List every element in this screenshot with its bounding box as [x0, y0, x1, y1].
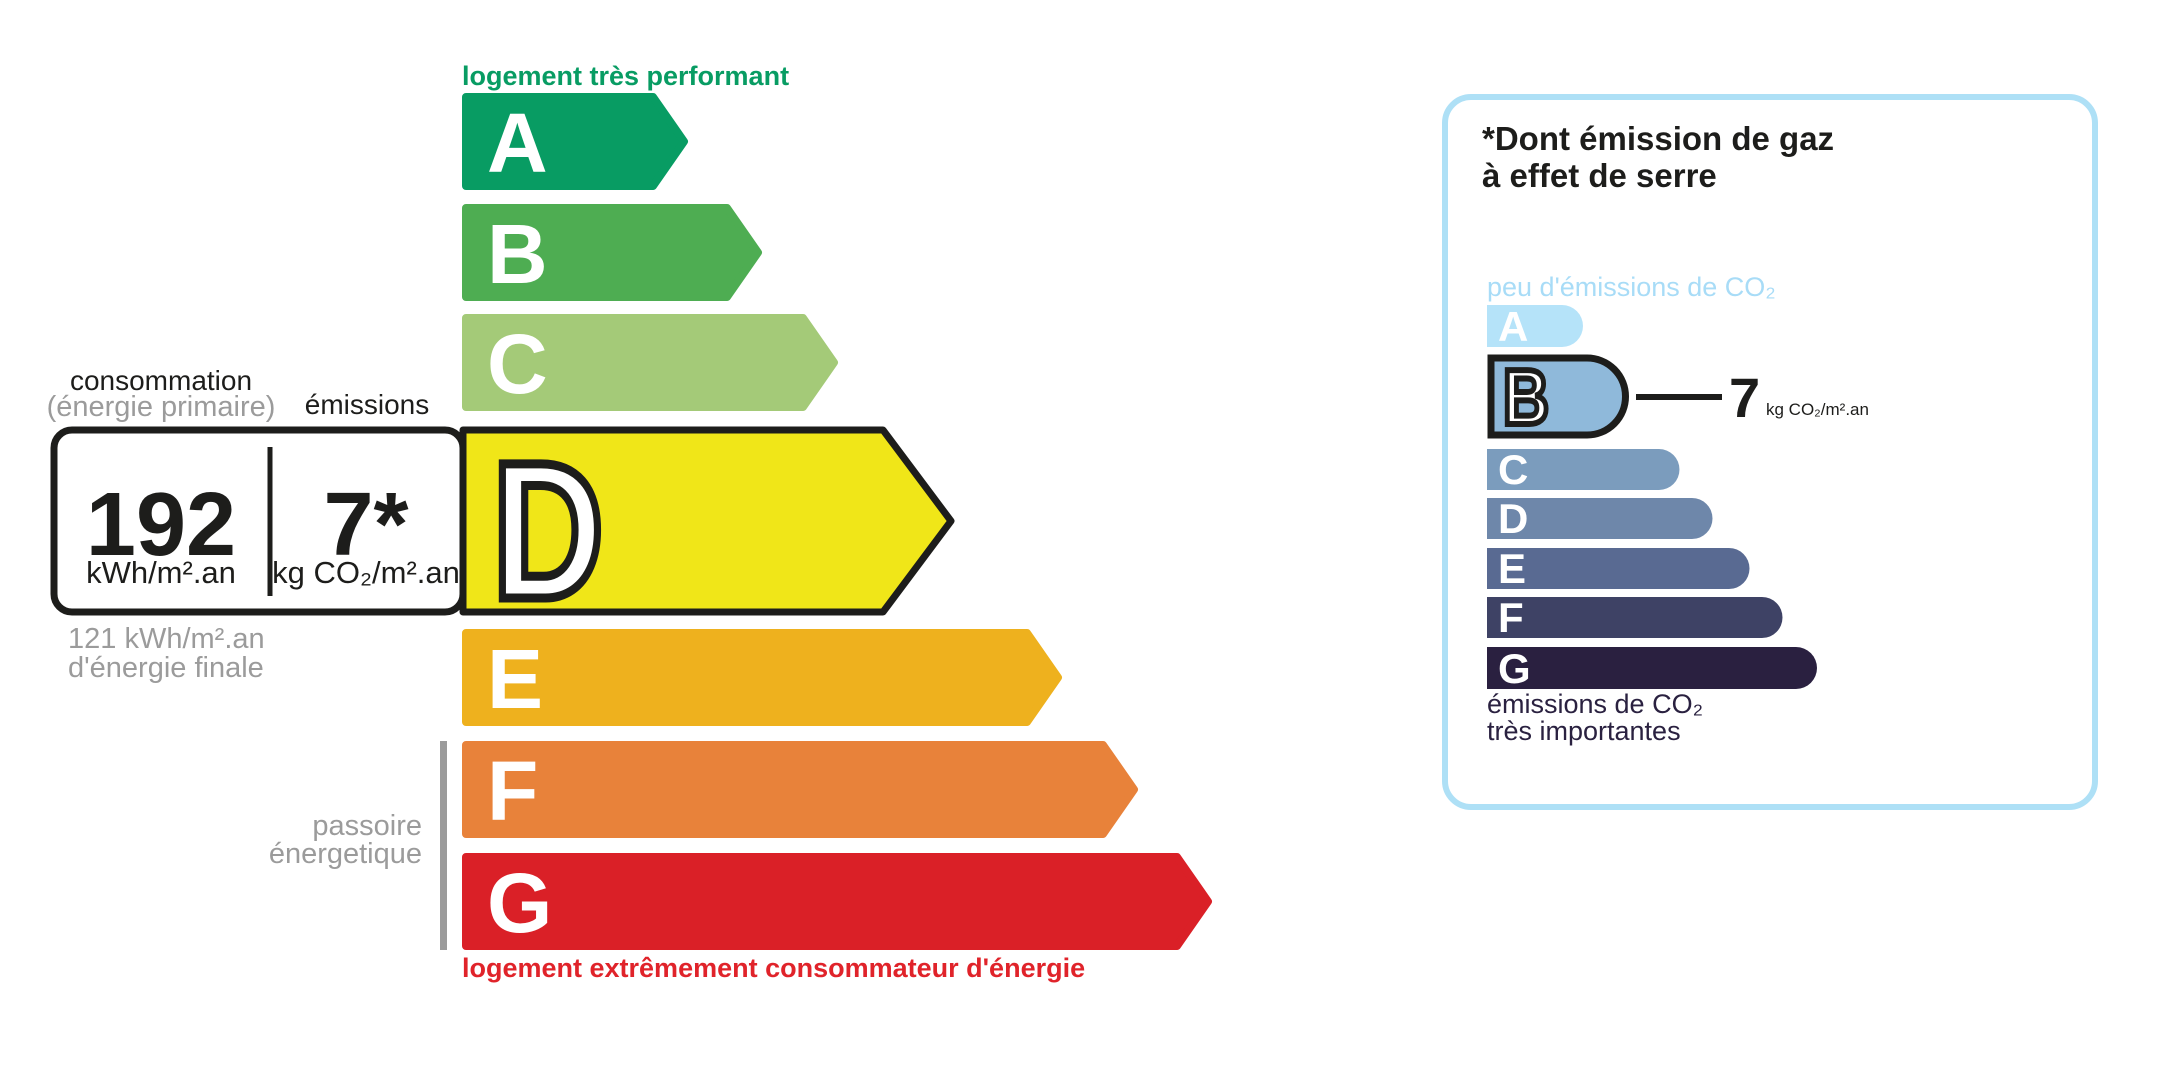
final-energy-line2: d'énergie finale	[68, 652, 264, 684]
emissions-unit: kg CO₂/m².an	[272, 555, 460, 590]
emissions-label: émissions	[305, 389, 429, 420]
co2-title-line2: à effet de serre	[1482, 157, 1717, 194]
consumption-box: 192 kWh/m².an 7* kg CO₂/m².an	[50, 426, 467, 616]
energy-bar-F-letter: F	[487, 744, 538, 838]
co2-value-unit: kg CO₂/m².an	[1766, 400, 1869, 419]
co2-bar-B-letter: B	[1503, 353, 1549, 441]
co2-class-bar-F: F	[1487, 594, 1783, 641]
co2-bar-A-shape	[1487, 305, 1583, 347]
sieve-label-line2: énergetique	[269, 838, 422, 870]
energy-bar-C-shape	[462, 314, 838, 411]
co2-bar-A-letter: A	[1498, 303, 1528, 350]
sieve-marker-line	[440, 741, 447, 950]
energy-class-bar-D-current: D	[459, 418, 955, 645]
energy-class-bar-F: F	[462, 741, 1138, 838]
consumption-sublabel: (énergie primaire)	[47, 391, 276, 423]
consumption-value: 192	[86, 475, 236, 575]
energy-bar-B-shape	[462, 204, 762, 301]
co2-class-bar-B-current: B 7 kg CO₂/m².an	[1487, 350, 1869, 444]
energy-bar-G-shape	[462, 853, 1212, 950]
energy-bar-C-letter: C	[487, 317, 548, 411]
co2-bar-B-shape	[1487, 354, 1629, 439]
energy-bar-B-letter: B	[487, 207, 548, 301]
energy-bar-A-letter: A	[487, 96, 548, 190]
energy-bar-D-letter: D	[492, 422, 604, 640]
energy-class-bar-C: C	[462, 314, 838, 411]
energy-bottom-label: logement extrêmement consommateur d'éner…	[462, 953, 1085, 983]
co2-panel: *Dont émission de gaz à effet de serre p…	[1442, 94, 2098, 810]
emissions-value: 7*	[323, 475, 408, 575]
co2-high-label-line1: émissions de CO₂	[1487, 689, 1703, 719]
consumption-box-frame	[50, 426, 467, 616]
co2-class-bar-G: G	[1487, 645, 1817, 692]
energy-bar-E-letter: E	[487, 632, 543, 726]
energy-top-label: logement très performant	[462, 61, 789, 91]
co2-bar-C-letter: C	[1498, 446, 1528, 493]
co2-bar-F-letter: F	[1498, 594, 1524, 641]
energy-bar-E-shape	[462, 629, 1062, 726]
final-energy-line1: 121 kWh/m².an	[68, 623, 265, 655]
co2-bar-E-letter: E	[1498, 545, 1526, 592]
energy-bar-F-shape	[462, 741, 1138, 838]
consumption-label: consommation	[70, 365, 252, 396]
energy-class-bar-B: B	[462, 204, 762, 301]
consumption-unit: kWh/m².an	[86, 555, 236, 590]
co2-bar-D-letter: D	[1498, 495, 1528, 542]
energy-bar-G-letter: G	[487, 856, 552, 950]
co2-class-bar-A: A	[1487, 303, 1583, 350]
energy-bar-A-shape	[462, 93, 688, 190]
co2-bar-D-shape	[1487, 498, 1713, 539]
co2-high-label-line2: très importantes	[1487, 716, 1681, 746]
co2-value: 7	[1729, 366, 1760, 429]
co2-bar-F-shape	[1487, 597, 1783, 638]
co2-bar-C-shape	[1487, 449, 1680, 490]
co2-class-bar-E: E	[1487, 545, 1750, 592]
co2-low-label: peu d'émissions de CO₂	[1487, 272, 1776, 302]
co2-bar-G-shape	[1487, 647, 1817, 689]
sieve-label-line1: passoire	[312, 810, 422, 842]
co2-bar-G-letter: G	[1498, 645, 1531, 692]
co2-bar-E-shape	[1487, 548, 1750, 589]
co2-class-bar-D: D	[1487, 495, 1713, 542]
energy-class-bar-E: E	[462, 629, 1062, 726]
energy-class-bar-G: G	[462, 853, 1212, 950]
co2-class-bar-C: C	[1487, 446, 1680, 493]
co2-title-line1: *Dont émission de gaz	[1482, 120, 1834, 157]
energy-class-bar-A: A	[462, 93, 688, 190]
